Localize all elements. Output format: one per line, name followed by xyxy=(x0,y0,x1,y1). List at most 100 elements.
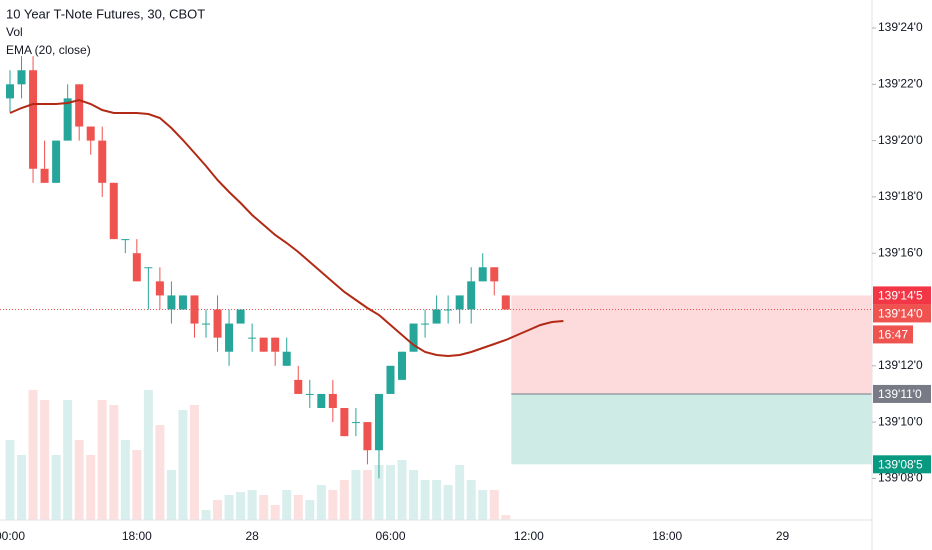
candle-body xyxy=(432,309,441,324)
volume-bar xyxy=(213,500,223,520)
volume-bar xyxy=(86,455,96,520)
last-price-label-box xyxy=(873,304,931,323)
volume-bar xyxy=(97,400,107,520)
candle-body xyxy=(374,393,383,451)
x-tick-label: 00:00 xyxy=(0,529,25,543)
ema-line xyxy=(9,98,564,358)
stop-label-box xyxy=(873,286,931,305)
y-tick-label: 139'16'0 xyxy=(878,245,923,259)
volume-bar xyxy=(270,505,280,520)
candle-body xyxy=(52,140,61,183)
volume-bar xyxy=(178,410,188,520)
candle-body xyxy=(282,351,291,366)
volume-bar xyxy=(478,490,488,520)
candle-body xyxy=(340,408,349,437)
candle-body xyxy=(351,422,360,424)
volume-bar xyxy=(397,460,407,520)
candle-body xyxy=(40,168,49,183)
countdown: 16:47 xyxy=(878,328,908,342)
candle-body xyxy=(178,295,187,310)
x-tick-label: 12:00 xyxy=(514,529,544,543)
candle-body xyxy=(236,309,245,324)
volume-bar xyxy=(28,390,38,520)
volume-bar xyxy=(351,470,361,520)
x-tick-label: 29 xyxy=(776,529,790,543)
y-tick-label: 139'12'0 xyxy=(878,358,923,372)
candle-body xyxy=(225,323,234,352)
candle-body xyxy=(155,281,164,296)
volume-bar xyxy=(489,490,499,520)
candle-body xyxy=(109,182,118,240)
volume-bar xyxy=(316,485,326,520)
candle-body xyxy=(29,70,38,169)
y-tick-label: 139'18'0 xyxy=(878,189,923,203)
candle-body xyxy=(63,98,72,141)
candle-body xyxy=(121,239,130,241)
volume-bar xyxy=(339,480,349,520)
x-tick-label: 28 xyxy=(245,529,259,543)
x-tick-label: 18:00 xyxy=(122,529,152,543)
volume-bar xyxy=(305,500,315,520)
chart-title: 10 Year T-Note Futures, 30, CBOT xyxy=(6,6,205,21)
volume-bar xyxy=(143,390,153,520)
volume-bar xyxy=(120,440,130,520)
volume-bar xyxy=(247,490,257,520)
volume-bar xyxy=(109,405,119,520)
volume-bar xyxy=(74,440,84,520)
y-tick-label: 139'24'0 xyxy=(878,20,923,34)
volume-bar xyxy=(443,485,453,520)
volume-bar xyxy=(132,450,142,520)
candle-body xyxy=(271,337,280,352)
entry-label-box xyxy=(873,384,931,403)
candle-body xyxy=(455,295,464,310)
stop-zone xyxy=(511,295,872,394)
candle-body xyxy=(294,379,303,394)
volume-bar xyxy=(63,400,73,520)
stop-label: 139'14'5 xyxy=(878,289,923,303)
y-tick-label: 139'08'0 xyxy=(878,471,923,485)
target-label-box xyxy=(873,455,931,474)
volume-bar xyxy=(374,465,384,520)
candle-body xyxy=(75,84,84,127)
volume-bar xyxy=(166,470,176,520)
volume-bar xyxy=(409,470,419,520)
volume-bar xyxy=(40,400,50,520)
volume-bar xyxy=(293,495,303,520)
volume-bar xyxy=(224,495,234,520)
candle-body xyxy=(132,253,141,282)
candle-body xyxy=(386,365,395,394)
legend-volume: Vol xyxy=(6,25,23,39)
volume-bar xyxy=(501,515,511,520)
y-tick-label: 139'22'0 xyxy=(878,76,923,90)
candle-body xyxy=(363,422,372,451)
candle-body xyxy=(421,323,430,325)
candle-body xyxy=(202,323,211,325)
y-tick-label: 139'10'0 xyxy=(878,414,923,428)
volume-bar xyxy=(51,455,61,520)
candle-body xyxy=(398,351,407,380)
candle-body xyxy=(6,84,14,99)
volume-bar xyxy=(5,440,15,520)
y-tick-label: 139'20'0 xyxy=(878,133,923,147)
target-label: 139'08'5 xyxy=(878,457,923,471)
plot xyxy=(0,56,872,520)
candle-body xyxy=(444,309,453,311)
legend-ema: EMA (20, close) xyxy=(6,43,91,57)
candle-body xyxy=(501,295,510,310)
candle-body xyxy=(248,337,257,339)
candle-body xyxy=(490,267,499,282)
volume-bar xyxy=(259,495,269,520)
candle-body xyxy=(144,267,153,269)
volume-bar xyxy=(155,425,165,520)
volume-bar xyxy=(385,465,395,520)
volume-bar xyxy=(282,490,292,520)
entry-label: 139'11'0 xyxy=(878,387,922,401)
countdown-box xyxy=(873,325,913,344)
candle-body xyxy=(86,126,95,141)
target-zone xyxy=(511,393,872,465)
candle-body xyxy=(167,295,176,310)
x-tick-label: 18:00 xyxy=(652,529,682,543)
candle-body xyxy=(328,393,337,409)
